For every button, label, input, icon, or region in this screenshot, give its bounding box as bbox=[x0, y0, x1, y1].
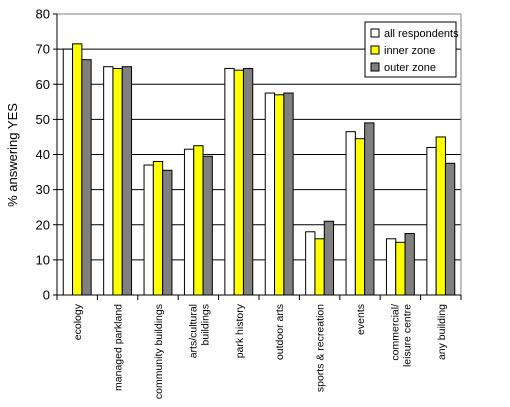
bar bbox=[444, 162, 456, 296]
x-tick-label: park history bbox=[234, 303, 246, 358]
bar bbox=[193, 145, 204, 296]
y-tick-label: 80 bbox=[36, 7, 50, 22]
legend: all respondents inner zone outer zone bbox=[364, 21, 459, 78]
legend-swatch bbox=[370, 28, 380, 38]
legend-box bbox=[364, 21, 457, 78]
x-tick-label: outdoor arts bbox=[274, 304, 286, 360]
bar bbox=[426, 146, 437, 296]
bar bbox=[224, 67, 235, 296]
legend-label: outer zone bbox=[384, 62, 436, 74]
y-tick-labels: 0 10 20 30 40 50 60 70 80 bbox=[36, 7, 50, 303]
legend-swatch bbox=[370, 62, 380, 72]
bar bbox=[121, 66, 133, 296]
y-tick-label: 50 bbox=[36, 112, 50, 127]
bar bbox=[112, 67, 123, 296]
bar bbox=[264, 92, 276, 296]
axes bbox=[53, 13, 462, 300]
x-tick-label: commercial/leisure centre bbox=[389, 304, 413, 367]
y-tick-label: 20 bbox=[36, 217, 50, 232]
y-axis-label: % answering YES bbox=[5, 103, 20, 207]
x-tick-label: events bbox=[355, 304, 367, 335]
bar bbox=[162, 169, 173, 296]
bar bbox=[283, 92, 294, 296]
bar bbox=[233, 69, 244, 296]
bar bbox=[385, 238, 397, 296]
bar bbox=[143, 164, 154, 296]
bars bbox=[62, 43, 456, 296]
x-tick-label: any building bbox=[436, 304, 448, 360]
bar bbox=[242, 67, 254, 296]
bar bbox=[364, 122, 375, 296]
bar bbox=[62, 48, 74, 296]
x-tick-label: ecology bbox=[72, 303, 84, 340]
x-tick-label: managed parkland bbox=[113, 304, 125, 391]
bar bbox=[395, 241, 406, 296]
bar bbox=[81, 59, 92, 296]
bar bbox=[404, 233, 415, 296]
y-tick-label: 70 bbox=[36, 42, 50, 57]
y-tick-label: 10 bbox=[36, 252, 50, 267]
bar bbox=[435, 136, 446, 296]
y-tick-label: 40 bbox=[36, 147, 50, 162]
bar bbox=[305, 231, 316, 296]
legend-label: inner zone bbox=[384, 45, 435, 57]
bar bbox=[354, 138, 366, 296]
x-tick-label: community buildings bbox=[153, 304, 165, 399]
bar bbox=[152, 161, 164, 296]
x-tick-label: arts/culturalbuildings bbox=[187, 304, 211, 358]
bar bbox=[345, 131, 356, 296]
y-tick-label: 60 bbox=[36, 77, 50, 92]
bar bbox=[103, 66, 114, 296]
bar bbox=[314, 238, 325, 296]
bar bbox=[183, 148, 195, 296]
bar bbox=[274, 94, 285, 296]
bar bbox=[323, 220, 335, 296]
y-tick-label: 0 bbox=[43, 288, 50, 303]
bar bbox=[72, 43, 83, 296]
legend-swatch bbox=[370, 45, 380, 55]
legend-label: all respondents bbox=[384, 28, 459, 40]
x-tick-labels: ecology managed parkland community buildin… bbox=[72, 303, 448, 399]
x-tick-label: sports & recreation bbox=[315, 304, 327, 392]
y-tick-label: 30 bbox=[36, 182, 50, 197]
bar bbox=[202, 155, 213, 296]
